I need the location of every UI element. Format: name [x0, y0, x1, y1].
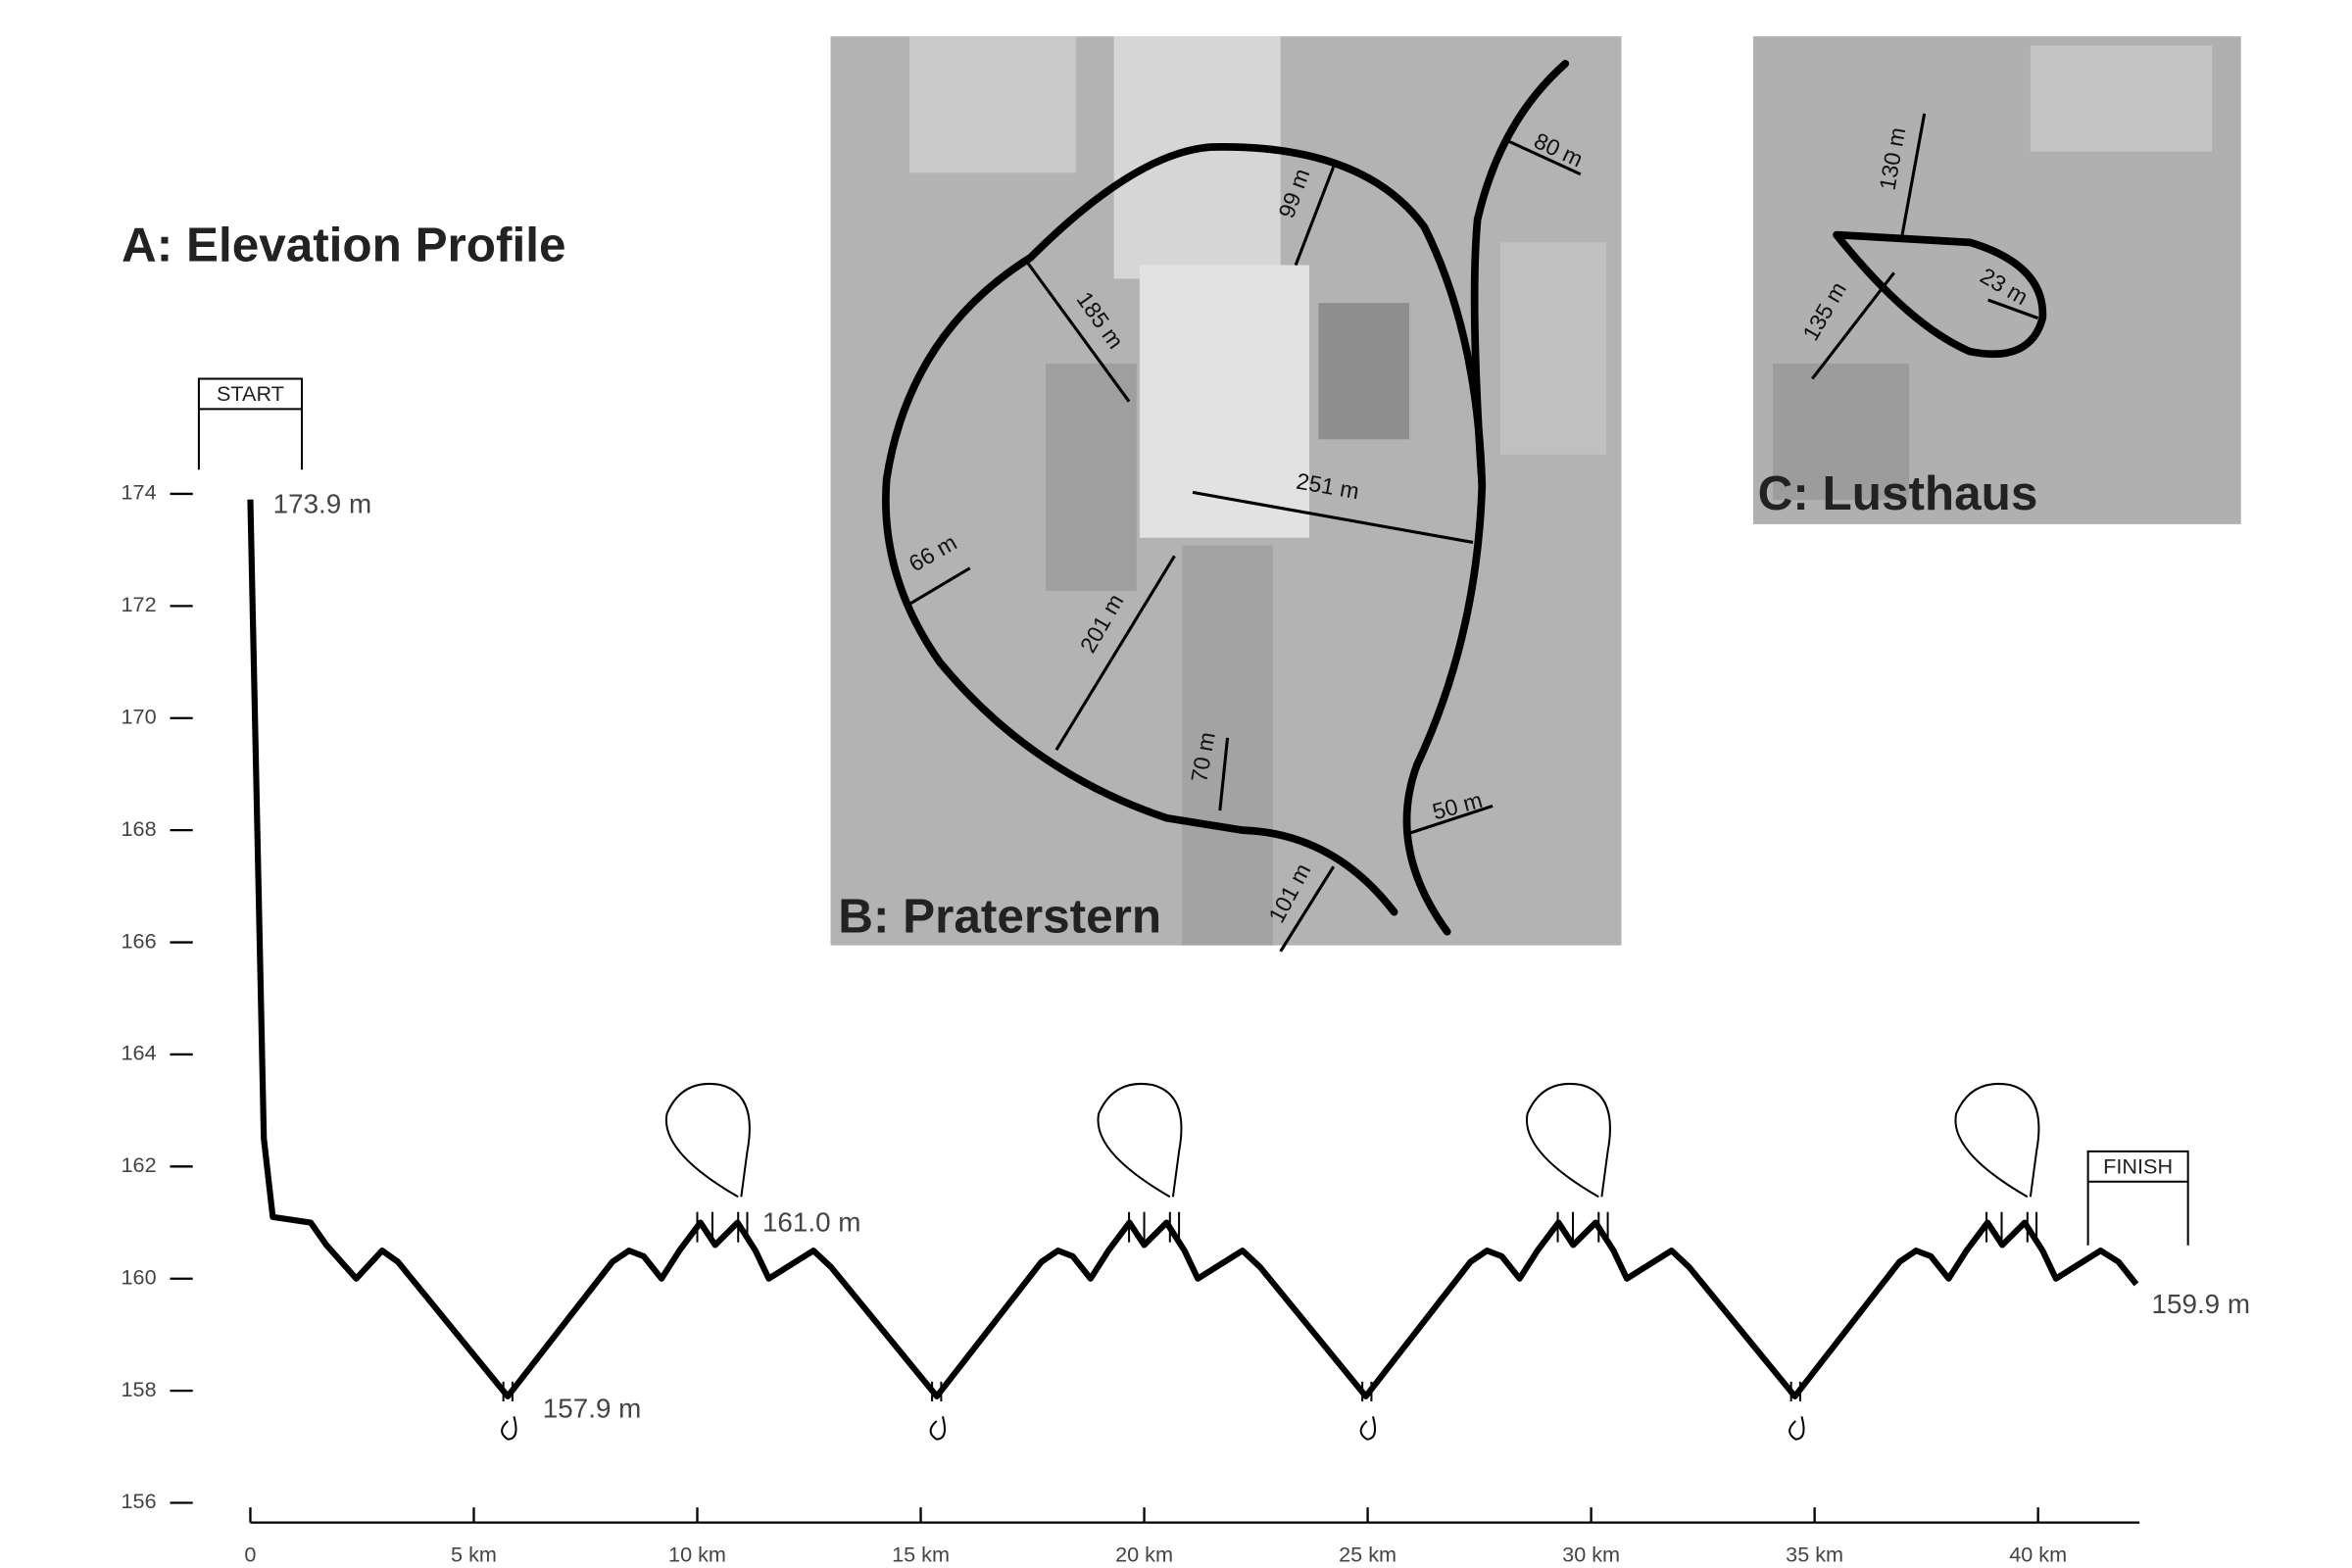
- map-title: C: Lusthaus: [1758, 466, 2038, 520]
- y-tick-label: 166: [122, 928, 157, 953]
- decoration: [1954, 1082, 2040, 1199]
- annotation: 159.9 m: [2152, 1289, 2251, 1319]
- annotation: 157.9 m: [543, 1394, 642, 1424]
- decoration: [664, 1082, 751, 1199]
- x-tick-label: 25 km: [1339, 1542, 1396, 1566]
- x-tick-label: 40 km: [2009, 1542, 2067, 1566]
- y-tick-label: 156: [122, 1489, 157, 1513]
- decoration: [929, 1381, 946, 1441]
- y-tick-label: 162: [122, 1152, 157, 1177]
- x-tick-label: 20 km: [1115, 1542, 1173, 1566]
- decoration: [1359, 1381, 1376, 1441]
- decoration: [2086, 1150, 2189, 1246]
- decoration: [501, 1381, 517, 1441]
- elevation-line: [247, 499, 2139, 1399]
- annotation: 161.0 m: [762, 1206, 861, 1237]
- y-tick-label: 164: [122, 1041, 157, 1065]
- annotation: START: [217, 381, 284, 406]
- map-title: B: Praterstern: [838, 889, 1161, 943]
- y-tick-label: 168: [122, 816, 157, 841]
- decoration: [1525, 1082, 1611, 1199]
- annotation: FINISH: [2103, 1154, 2173, 1179]
- map-praterstern: 99 m 185 m 251 m 66 m 201 m 70 m 101 m 5…: [830, 36, 1622, 953]
- decoration: [1097, 1082, 1183, 1199]
- x-tick-label: 30 km: [1562, 1542, 1620, 1566]
- x-tick-label: 5 km: [451, 1542, 497, 1566]
- x-tick-label: 0: [244, 1542, 256, 1566]
- decoration: [197, 377, 304, 470]
- y-tick-label: 172: [122, 592, 157, 616]
- chart-title: A: Elevation Profile: [122, 219, 565, 272]
- y-tick-label: 158: [122, 1377, 157, 1401]
- y-tick-label: 160: [122, 1264, 157, 1289]
- annotation: 173.9 m: [273, 489, 372, 519]
- map-lusthaus: 130 m 135 m 23 m C: Lusthaus: [1752, 36, 2241, 524]
- decoration: [1788, 1381, 1805, 1441]
- x-tick-label: 35 km: [1786, 1542, 1843, 1566]
- y-tick-label: 174: [122, 480, 157, 505]
- x-tick-label: 15 km: [892, 1542, 950, 1566]
- y-tick-label: 170: [122, 704, 157, 728]
- x-tick-label: 10 km: [668, 1542, 726, 1566]
